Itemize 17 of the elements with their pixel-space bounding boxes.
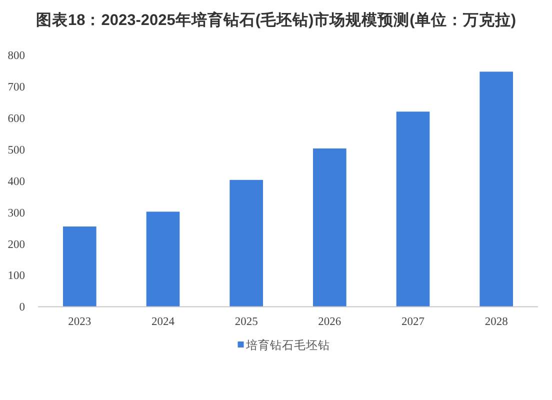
- y-tick-label: 100: [8, 270, 25, 282]
- y-tick-label: 800: [8, 50, 25, 62]
- title: 图表18：2023-2025年培育钻石(毛坯钻)市场规模预测(单位：万克拉): [36, 12, 516, 29]
- y-tick-label: 400: [8, 176, 25, 188]
- x-tick-label: 2026: [318, 316, 342, 328]
- y-tick-label: 500: [8, 144, 25, 156]
- legend-label: 培育钻石毛坯钻: [246, 340, 330, 352]
- x-tick-label: 2023: [68, 316, 92, 328]
- x-tick-label: 2028: [484, 316, 508, 328]
- y-tick-label: 700: [8, 81, 25, 94]
- y-tick-label: 600: [8, 112, 25, 125]
- x-tick-label: 2024: [152, 316, 174, 328]
- y-tick-label: 0: [19, 302, 25, 314]
- y-tick-label: 200: [8, 238, 25, 251]
- y-tick-label: 300: [8, 207, 25, 220]
- x-tick-label: 2027: [402, 316, 424, 328]
- x-tick-label: 2025: [234, 316, 258, 328]
